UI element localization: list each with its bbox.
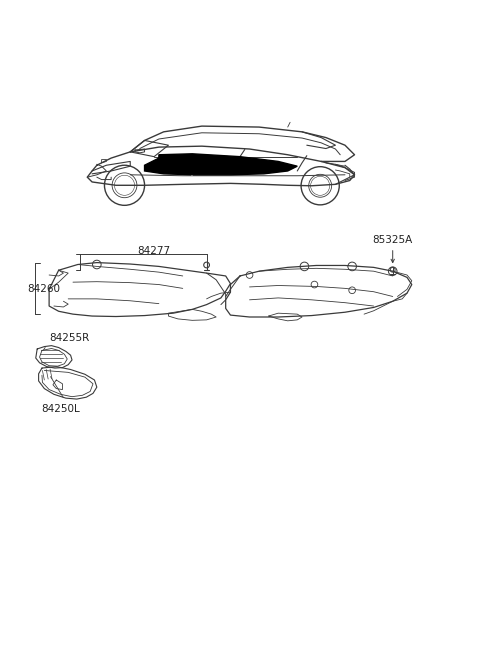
Text: 84250L: 84250L	[42, 404, 81, 414]
Text: 84255R: 84255R	[49, 333, 89, 343]
Text: 85325A: 85325A	[372, 235, 413, 246]
Text: 84277: 84277	[137, 246, 170, 256]
Polygon shape	[144, 154, 297, 175]
Text: 84260: 84260	[28, 284, 60, 294]
